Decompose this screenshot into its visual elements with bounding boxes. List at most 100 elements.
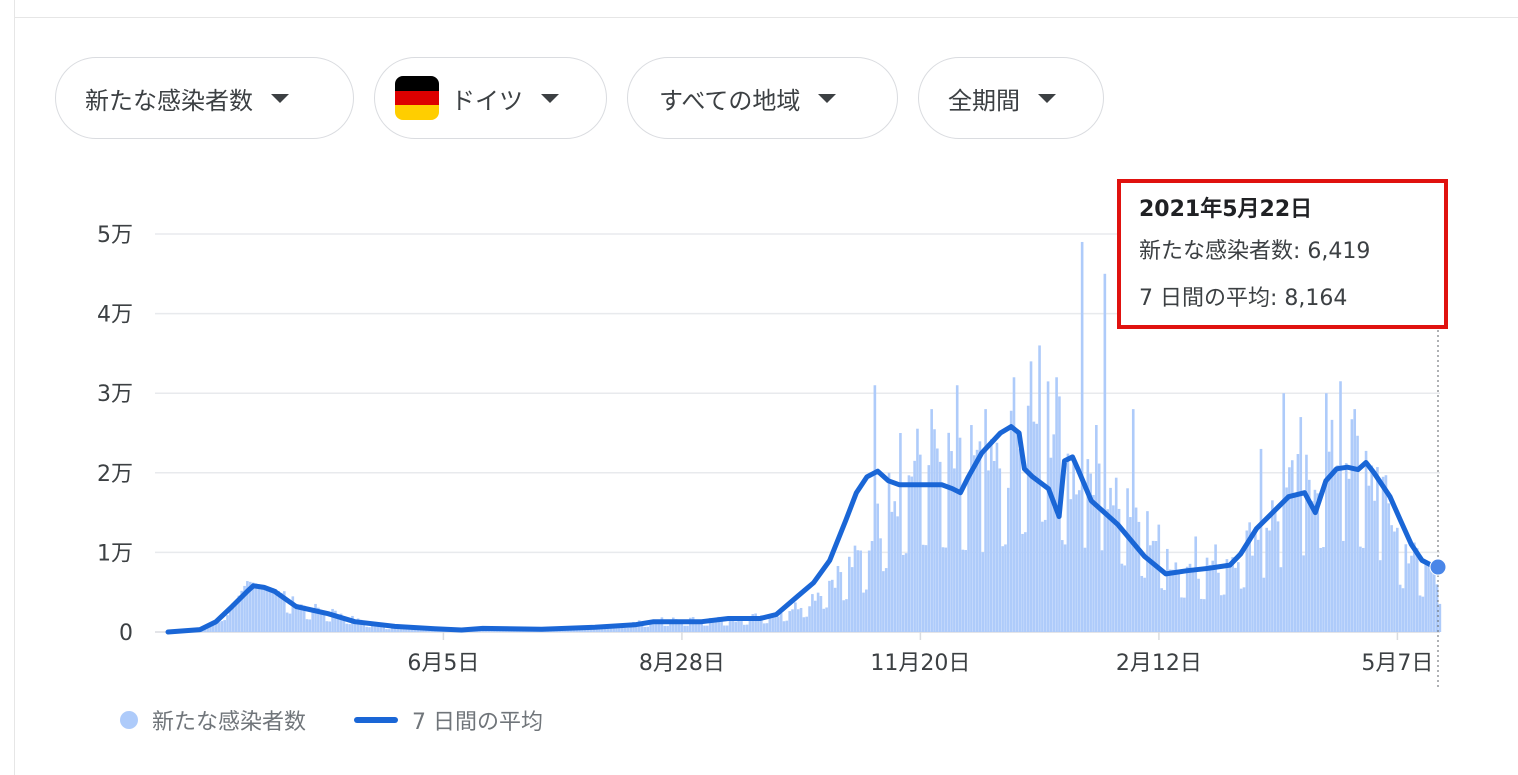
daily-bar bbox=[1398, 584, 1402, 632]
daily-bar bbox=[689, 617, 692, 632]
daily-bar bbox=[742, 624, 746, 632]
daily-bar bbox=[1322, 547, 1325, 632]
daily-bar bbox=[794, 602, 797, 632]
daily-bar bbox=[950, 451, 953, 632]
daily-bar bbox=[328, 621, 332, 632]
daily-bar bbox=[368, 627, 371, 632]
daily-bar bbox=[257, 584, 261, 632]
daily-bar bbox=[796, 609, 800, 632]
country-filter-chip[interactable]: ドイツ bbox=[374, 57, 607, 139]
dropdown-caret-icon bbox=[271, 93, 289, 103]
daily-bar bbox=[1129, 517, 1132, 632]
daily-bar bbox=[1024, 532, 1027, 632]
daily-bar bbox=[984, 409, 987, 632]
daily-bar bbox=[944, 547, 948, 632]
daily-bar bbox=[1307, 479, 1311, 632]
daily-bar bbox=[1185, 566, 1189, 632]
daily-bar bbox=[1432, 574, 1436, 632]
daily-bar bbox=[1157, 524, 1161, 632]
daily-bar bbox=[1248, 522, 1251, 632]
daily-bar bbox=[884, 568, 888, 632]
daily-bar bbox=[1242, 587, 1246, 632]
daily-bar bbox=[1205, 557, 1209, 632]
daily-bar bbox=[723, 625, 726, 632]
daily-bar bbox=[583, 629, 587, 632]
daily-bar bbox=[277, 590, 280, 632]
daily-bar bbox=[1225, 559, 1229, 632]
daily-bar bbox=[1080, 241, 1084, 632]
daily-bar bbox=[711, 617, 715, 632]
daily-bar bbox=[1146, 511, 1149, 632]
daily-bar bbox=[334, 610, 337, 632]
daily-bar bbox=[918, 454, 922, 632]
daily-bar bbox=[1418, 595, 1422, 632]
period-filter-chip[interactable]: 全期間 bbox=[918, 57, 1104, 139]
daily-bar bbox=[643, 626, 647, 632]
daily-bar bbox=[1137, 521, 1141, 632]
hover-cursor bbox=[1429, 330, 1447, 690]
daily-bar bbox=[268, 587, 272, 632]
daily-bar bbox=[1015, 429, 1019, 632]
daily-bar bbox=[1350, 419, 1354, 632]
daily-bar bbox=[640, 624, 644, 632]
daily-bar bbox=[728, 616, 732, 632]
daily-bar bbox=[791, 609, 794, 632]
daily-bar bbox=[953, 468, 956, 632]
daily-bar bbox=[1117, 508, 1121, 632]
daily-bar bbox=[1114, 477, 1118, 632]
period-filter-label: 全期間 bbox=[948, 86, 1020, 115]
daily-bar bbox=[1319, 547, 1322, 632]
daily-bar bbox=[1072, 459, 1075, 632]
daily-bar bbox=[646, 626, 650, 632]
daily-bar bbox=[694, 620, 698, 632]
daily-bar bbox=[731, 620, 735, 632]
daily-bar bbox=[1089, 473, 1092, 632]
region-filter-chip[interactable]: すべての地域 bbox=[627, 57, 898, 139]
daily-bar bbox=[865, 589, 868, 632]
daily-bar bbox=[251, 582, 255, 632]
daily-bar bbox=[618, 625, 621, 632]
daily-bar bbox=[876, 503, 880, 632]
daily-bar bbox=[1222, 594, 1226, 632]
daily-bar bbox=[1191, 569, 1195, 632]
daily-bar bbox=[1109, 487, 1112, 632]
daily-bar bbox=[231, 605, 235, 632]
daily-bar bbox=[322, 611, 326, 632]
daily-bar bbox=[1373, 500, 1376, 632]
daily-bar bbox=[311, 612, 314, 632]
daily-bar bbox=[873, 385, 877, 632]
daily-bar bbox=[1313, 489, 1317, 632]
daily-bar bbox=[890, 511, 894, 632]
daily-bar bbox=[862, 592, 865, 632]
daily-bar bbox=[1424, 562, 1427, 632]
daily-bar bbox=[782, 621, 786, 632]
daily-bar bbox=[229, 610, 232, 632]
daily-bar bbox=[751, 614, 755, 632]
daily-bar bbox=[777, 616, 780, 632]
daily-bar bbox=[708, 617, 712, 632]
daily-bar bbox=[1086, 459, 1090, 632]
daily-bar bbox=[1174, 562, 1178, 632]
daily-bar bbox=[1009, 410, 1013, 632]
daily-bar bbox=[904, 553, 908, 632]
daily-bar bbox=[1353, 409, 1357, 632]
daily-bar bbox=[1387, 503, 1391, 632]
daily-bar bbox=[856, 550, 860, 632]
daily-bar bbox=[1259, 448, 1263, 632]
daily-bar bbox=[237, 595, 241, 632]
daily-bar bbox=[961, 549, 965, 632]
daily-bar bbox=[1069, 499, 1073, 632]
metric-filter-chip[interactable]: 新たな感染者数 bbox=[55, 57, 354, 139]
daily-bar bbox=[1415, 548, 1419, 632]
daily-bar bbox=[927, 465, 931, 632]
daily-bar bbox=[1049, 457, 1053, 632]
daily-bar bbox=[785, 620, 789, 632]
daily-bar bbox=[1083, 547, 1087, 632]
y-tick-label: 1万 bbox=[97, 541, 133, 566]
daily-bar bbox=[308, 619, 312, 632]
daily-bar bbox=[1126, 488, 1129, 632]
daily-bar bbox=[989, 439, 993, 632]
daily-bar bbox=[1276, 521, 1280, 632]
daily-bar bbox=[1217, 572, 1220, 632]
